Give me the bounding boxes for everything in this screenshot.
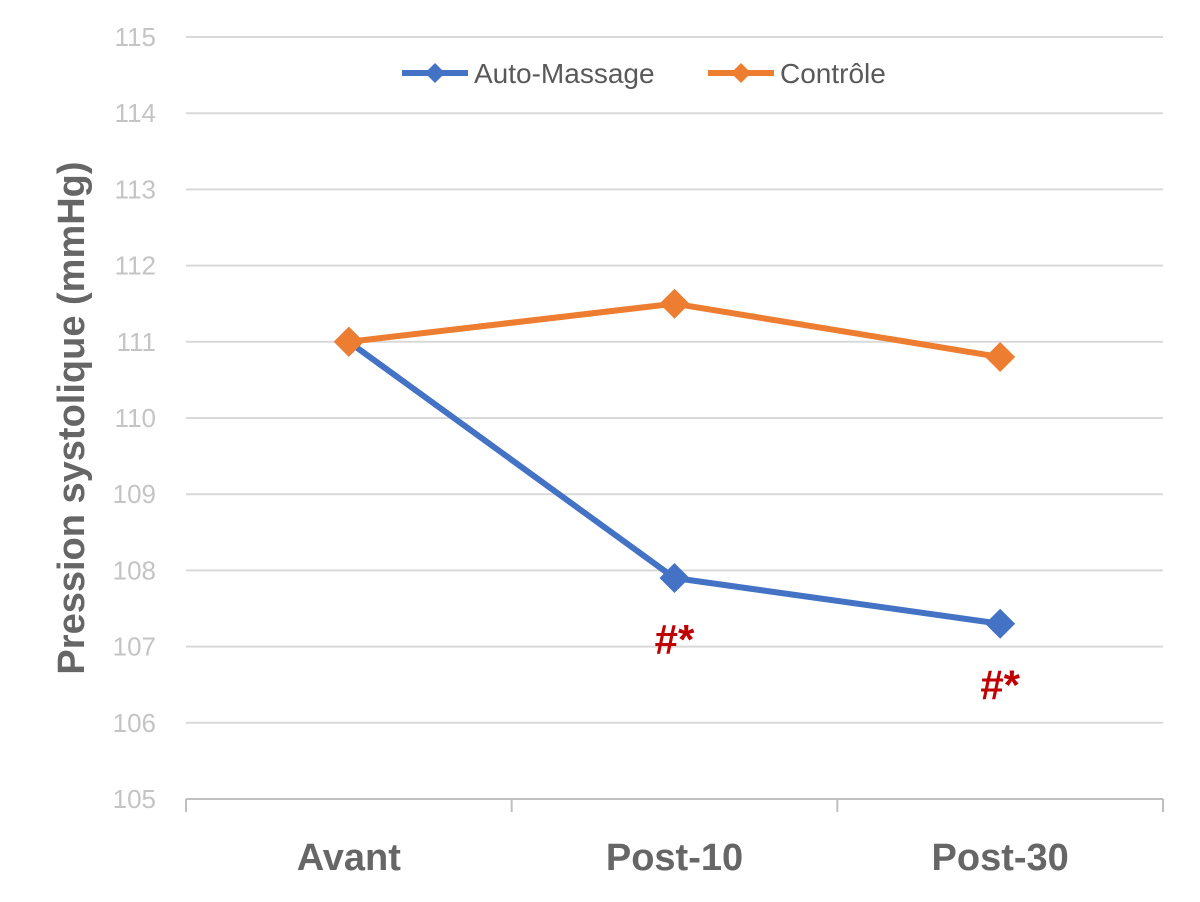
- data-point: [333, 326, 364, 357]
- data-point: [985, 342, 1016, 373]
- x-axis: [185, 798, 1164, 812]
- legend-label: Contrôle: [780, 58, 886, 89]
- data-point: [985, 608, 1016, 639]
- legend: Auto-Massage Contrôle: [402, 58, 886, 89]
- y-tick-label: 115: [115, 22, 156, 52]
- series-auto-massage: [333, 326, 1016, 639]
- y-tick-label: 105: [113, 784, 156, 814]
- y-tick-label: 108: [113, 555, 156, 585]
- legend-swatch-marker: [731, 63, 751, 83]
- legend-swatch-marker: [425, 63, 445, 83]
- legend-item-contr-le: Contrôle: [708, 58, 886, 89]
- y-axis-label: Pression systolique (mmHg): [51, 161, 93, 674]
- annotations: #* #*: [655, 616, 1021, 709]
- significance-annotation: #*: [980, 662, 1020, 709]
- series-group: [333, 288, 1016, 639]
- series-contr-le: [333, 288, 1016, 373]
- y-tick-label: 114: [115, 98, 156, 128]
- significance-annotation: #*: [655, 616, 695, 663]
- y-tick-label: 110: [115, 403, 156, 433]
- y-tick-label: 107: [113, 632, 156, 662]
- y-tick-label: 109: [113, 479, 156, 509]
- data-point: [659, 288, 690, 319]
- x-tick-label: Post-10: [606, 837, 743, 879]
- y-tick-label: 112: [115, 251, 156, 281]
- x-axis-ticks: Avant Post-10 Post-30: [297, 837, 1069, 879]
- y-axis-ticks: 105 106 107 108 109 110 111 112 113 114 115: [113, 22, 156, 814]
- x-tick-label: Avant: [297, 837, 402, 879]
- data-point: [659, 563, 690, 594]
- y-tick-label: 111: [116, 327, 156, 357]
- y-tick-label: 106: [113, 708, 156, 738]
- legend-label: Auto-Massage: [474, 58, 655, 89]
- x-tick-label: Post-30: [932, 837, 1069, 879]
- legend-item-auto-massage: Auto-Massage: [402, 58, 655, 89]
- y-tick-label: 113: [115, 174, 156, 204]
